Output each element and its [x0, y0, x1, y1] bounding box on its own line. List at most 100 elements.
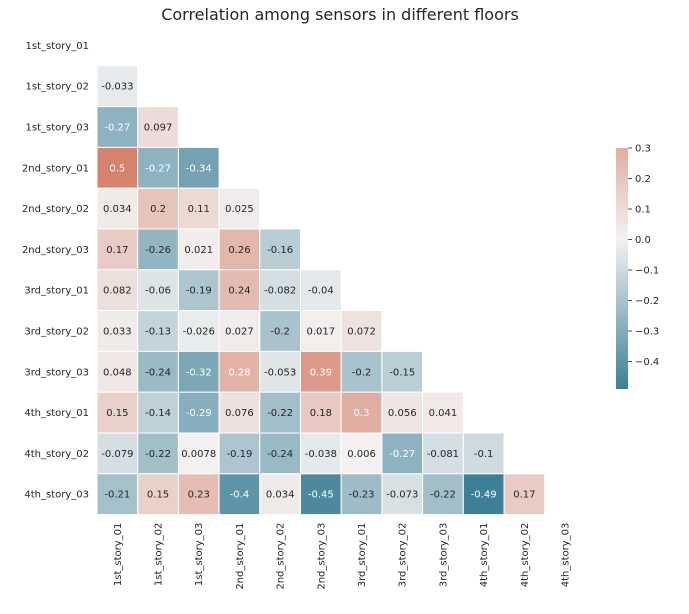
y-tick-label: 1st_story_02 [26, 82, 90, 93]
cell-value-label: -0.033 [101, 82, 133, 93]
colorbar-tick-label: 0.2 [635, 174, 651, 185]
y-tick-label: 3rd_story_01 [24, 286, 89, 297]
cell-value-label: -0.081 [427, 449, 459, 460]
y-tick-label: 2nd_story_01 [22, 163, 89, 174]
cell-value-label: 0.076 [225, 408, 254, 419]
cell-value-label: -0.073 [386, 490, 418, 501]
heatmap-cells: -0.033 -0.27 0.097 0.5 -0.27 -0.34 0.034 0.2 0.1… [96, 65, 546, 516]
cell-value-label: -0.079 [101, 449, 133, 460]
heatmap-cell [137, 432, 179, 475]
cell-value-label: 0.041 [429, 408, 458, 419]
cell-value-label: -0.45 [308, 490, 334, 501]
cell-value-label: 0.15 [106, 408, 128, 419]
cell-value-label: 0.048 [103, 367, 132, 378]
cell-value-label: 0.034 [103, 204, 132, 215]
cell-value-label: 0.021 [184, 245, 213, 256]
cell-value-label: 0.17 [106, 245, 128, 256]
cell-value-label: 0.0078 [181, 449, 216, 460]
cell-value-label: -0.026 [183, 327, 215, 338]
colorbar: 0.3 0.2 0.1 0.0 −0.1 −0.2 −0.3 −0.4 [616, 144, 659, 389]
heatmap-cell [503, 473, 546, 516]
x-axis-tick-labels: 1st_story_01 1st_story_02 1st_story_03 2nd_… [113, 523, 572, 590]
y-tick-label: 2nd_story_03 [22, 245, 89, 256]
heatmap-cell [300, 473, 342, 516]
heatmap-cell [422, 473, 464, 516]
cell-value-label: 0.26 [228, 245, 250, 256]
colorbar-tick-label: 0.1 [635, 205, 651, 216]
heatmap-cell [300, 432, 342, 475]
colorbar-tick-label: −0.1 [635, 266, 659, 277]
heatmap-cell [137, 269, 179, 312]
colorbar-tick-label: −0.3 [635, 327, 659, 338]
heatmap-cell [340, 473, 383, 516]
y-tick-label: 4th_story_02 [24, 449, 89, 460]
heatmap-cell [218, 269, 261, 312]
cell-value-label: 0.006 [347, 449, 376, 460]
x-tick-label: 3rd_story_03 [438, 523, 449, 588]
cell-value-label: -0.27 [145, 163, 171, 174]
cell-value-label: -0.038 [305, 449, 337, 460]
heatmap-cell [96, 269, 139, 312]
heatmap-cell [137, 310, 179, 352]
cell-value-label: 0.027 [225, 327, 254, 338]
cell-value-label: -0.06 [145, 286, 171, 297]
cell-value-label: -0.22 [267, 408, 293, 419]
cell-value-label: -0.13 [145, 327, 171, 338]
heatmap-cell [177, 350, 220, 393]
y-tick-label: 1st_story_01 [26, 41, 90, 52]
cell-value-label: -0.04 [308, 286, 334, 297]
x-tick-label: 1st_story_02 [154, 523, 165, 587]
cell-value-label: 0.034 [266, 490, 295, 501]
cell-value-label: -0.26 [145, 245, 171, 256]
x-tick-label: 1st_story_03 [194, 523, 205, 587]
x-tick-label: 2nd_story_01 [235, 523, 246, 590]
cell-value-label: -0.27 [389, 449, 415, 460]
cell-value-label: 0.24 [228, 286, 250, 297]
heatmap-cell [96, 391, 139, 434]
x-tick-label: 2nd_story_03 [316, 523, 327, 590]
heatmap-cell [381, 350, 424, 393]
y-tick-label: 4th_story_03 [24, 490, 89, 501]
cell-value-label: 0.2 [150, 204, 166, 215]
cell-value-label: 0.11 [188, 204, 210, 215]
y-axis-tick-labels: 1st_story_01 1st_story_02 1st_story_03 2nd_… [22, 41, 89, 501]
cell-value-label: 0.082 [103, 286, 132, 297]
x-tick-label: 3rd_story_02 [398, 523, 409, 588]
cell-value-label: -0.1 [474, 449, 494, 460]
heatmap-cell [300, 269, 342, 312]
cell-value-label: 0.072 [347, 327, 376, 338]
heatmap-cell [218, 187, 261, 230]
cell-value-label: -0.22 [430, 490, 456, 501]
heatmap-cell [96, 432, 139, 475]
heatmap-cell [462, 432, 505, 475]
heatmap-cell [340, 310, 383, 352]
cell-value-label: -0.34 [186, 163, 212, 174]
cell-value-label: -0.21 [104, 490, 130, 501]
cell-value-label: -0.082 [264, 286, 296, 297]
heatmap-cell [381, 432, 424, 475]
heatmap-cell [218, 228, 261, 271]
cell-value-label: -0.32 [186, 367, 212, 378]
cell-value-label: 0.28 [228, 367, 250, 378]
cell-value-label: -0.14 [145, 408, 171, 419]
cell-value-label: 0.15 [147, 490, 169, 501]
heatmap-cell [177, 269, 220, 312]
colorbar-tick-label: −0.2 [635, 296, 659, 307]
cell-value-label: -0.24 [145, 367, 171, 378]
heatmap-cell [96, 310, 139, 352]
y-tick-label: 4th_story_01 [24, 408, 89, 419]
heatmap-cell [300, 310, 342, 352]
heatmap-cell [300, 391, 342, 434]
x-tick-label: 3rd_story_01 [357, 523, 368, 588]
cell-value-label: -0.27 [104, 123, 130, 134]
colorbar-tick-label: −0.4 [635, 357, 659, 368]
cell-value-label: 0.033 [103, 327, 132, 338]
cell-value-label: 0.18 [310, 408, 332, 419]
heatmap-cell [259, 269, 301, 312]
cell-value-label: -0.2 [352, 367, 372, 378]
cell-value-label: 0.097 [144, 123, 173, 134]
x-tick-label: 4th_story_02 [520, 523, 531, 588]
heatmap-cell [177, 432, 220, 475]
heatmap-cell [177, 146, 220, 189]
